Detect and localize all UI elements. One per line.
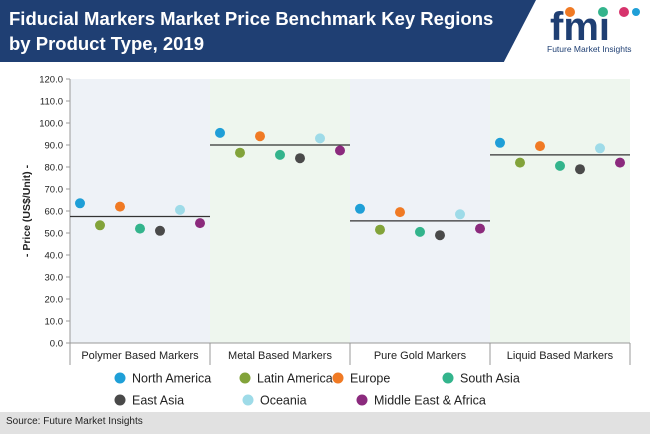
legend-label: Oceania [260,394,307,408]
logo-dot-blue [632,8,640,16]
y-tick-label: 40.0 [45,251,64,262]
data-point [495,137,505,148]
data-point [135,223,145,234]
title-band [0,0,536,62]
data-point [535,141,545,152]
data-point [75,198,85,209]
data-point [575,164,585,175]
legend-label: East Asia [132,394,184,408]
y-tick-label: 80.0 [45,163,64,174]
y-tick-label: 50.0 [45,229,64,240]
data-point [475,223,485,234]
data-point [255,131,265,142]
price-benchmark-chart: 0.0 10.0 20.0 30.0 40.0 50.0 60.0 70.0 80.0 90.0 1… [21,75,631,408]
y-tick-label: 100.0 [39,119,63,130]
data-point [615,157,625,168]
legend-marker [332,372,344,384]
data-point [335,145,345,156]
legend-marker [356,394,368,406]
y-tick-label: 110.0 [40,97,63,108]
y-tick-label: 120.0 [39,75,63,86]
data-point [515,157,525,168]
legend-label: Latin America [257,372,333,386]
y-tick-label: 20.0 [45,295,64,306]
x-category-label: Polymer Based Markers [81,350,199,362]
y-tick-label: 70.0 [45,185,64,196]
data-point [95,220,105,231]
logo-dot-orange [565,7,575,17]
page-title: Fiducial Markers Market Price Benchmark … [9,8,494,54]
data-point [375,224,385,235]
category-panel [350,79,490,343]
data-point [215,127,225,138]
y-tick-label: 0.0 [50,339,63,350]
data-point [455,209,465,220]
data-point [175,204,185,215]
data-point [195,218,205,229]
legend-marker [442,372,454,384]
legend-marker [114,372,126,384]
legend-label: South Asia [460,372,520,386]
category-panel [70,79,210,343]
category-panel [490,79,630,343]
category-panel [210,79,350,343]
legend-label: North America [132,372,211,386]
y-tick-label: 90.0 [45,141,64,152]
data-point [275,149,285,160]
fmi-logo: fmi [550,5,640,49]
x-category-label: Liquid Based Markers [507,350,614,362]
legend-marker [239,372,251,384]
data-point [295,153,305,164]
logo-dot-green [598,7,608,17]
footer: Source: Future Market Insights [0,412,650,434]
y-tick-label: 10.0 [45,317,64,328]
legend-marker [114,394,126,406]
data-point [155,225,165,236]
data-point [235,147,245,158]
data-point [435,230,445,241]
y-tick-label: 60.0 [45,207,64,218]
logo-subtitle: Future Market Insights [547,44,632,54]
legend-label: Middle East & Africa [374,394,486,408]
header: Fiducial Markers Market Price Benchmark … [0,0,650,62]
data-point [555,160,565,171]
x-category-label: Pure Gold Markers [374,350,467,362]
logo-dot-pink [619,7,629,17]
data-point [355,203,365,214]
data-point [115,201,125,212]
data-point [415,226,425,237]
legend-marker [242,394,254,406]
data-point [595,143,605,154]
legend-label: Europe [350,372,390,386]
data-point [395,207,405,218]
y-tick-label: 30.0 [45,273,64,284]
y-axis-label: - Price (US$/Unit) - [21,164,33,257]
data-point [315,133,325,144]
x-category-label: Metal Based Markers [228,350,332,362]
source-note: Source: Future Market Insights [6,416,143,427]
